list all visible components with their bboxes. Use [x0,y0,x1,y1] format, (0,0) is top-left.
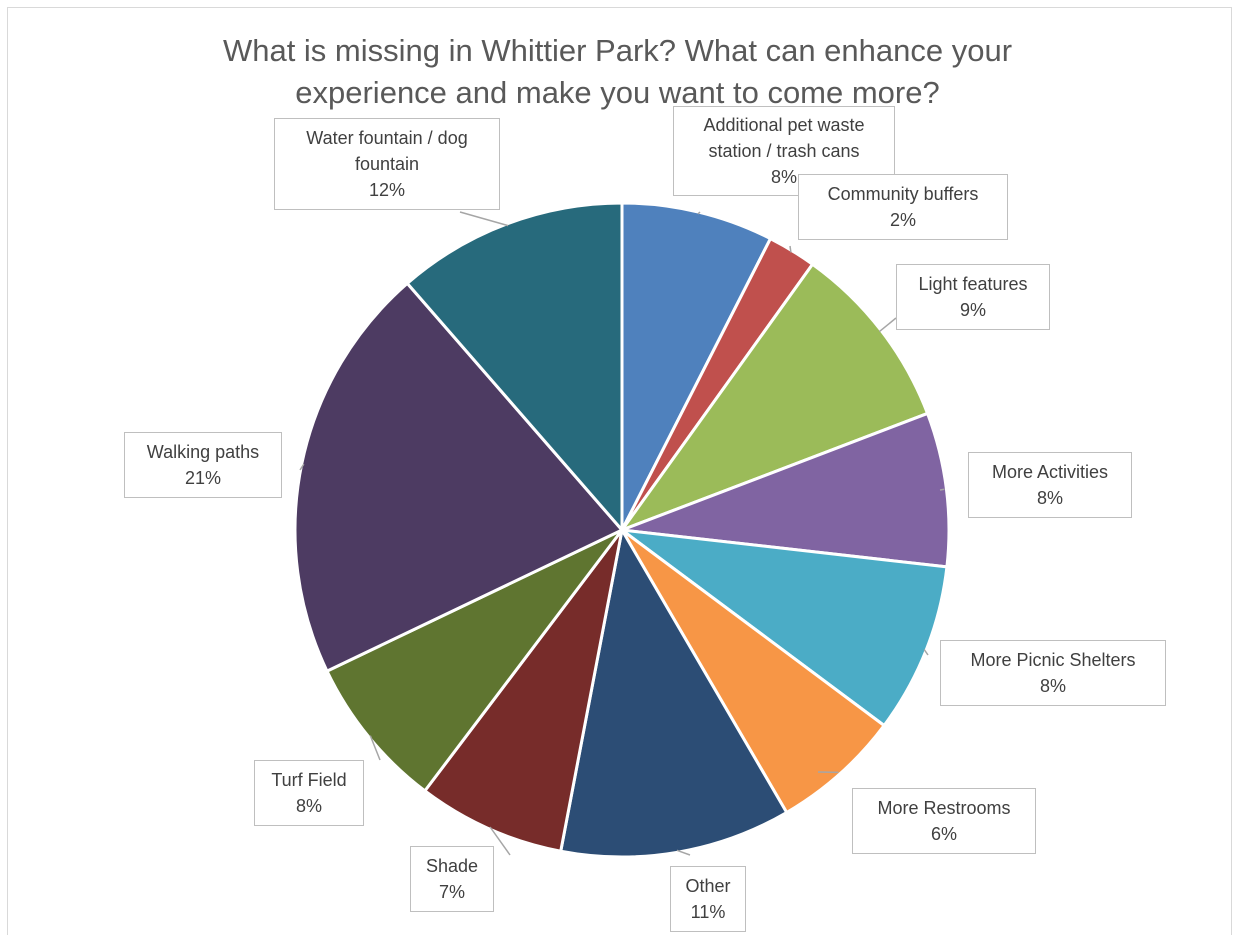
data-label: Community buffers 2% [798,174,1008,240]
data-label-percent: 11% [690,902,726,922]
data-label-category: More Activities [991,462,1109,482]
pie-slice-shade [423,528,624,853]
chart-title-line-1: What is missing in Whittier Park? What c… [222,33,1013,68]
data-label: More Picnic Shelters 8% [940,640,1166,706]
leader-line [697,211,701,215]
data-label-percent: 8% [295,796,322,816]
chart-title: What is missing in Whittier Park? What c… [0,30,1235,114]
data-label-category: Light features [918,274,1028,294]
data-label-category: Additional pet waste [703,115,865,135]
pie-slice-turf-field [325,528,624,793]
pie-slice-other [559,528,789,859]
data-label-percent: 8% [770,167,797,187]
data-label: More Activities 8% [968,452,1132,518]
pie-slice-additional-pet-waste-station-trash-cans [620,201,772,532]
data-label-percent: 12% [368,180,406,200]
data-label-category: fountain [354,154,420,174]
data-label-percent: 7% [438,882,465,902]
data-label: More Restrooms 6% [852,788,1036,854]
data-label: Turf Field 8% [254,760,364,826]
leader-lines [299,211,945,856]
leader-line [489,826,511,856]
leader-line [789,245,792,253]
pie-slice-more-activities [620,411,951,569]
leader-line [299,463,305,471]
chart-title-line-2: experience and make you want to come mor… [295,75,940,110]
leader-line [369,735,381,761]
data-label: Light features 9% [896,264,1050,330]
data-label: Water fountain / dog fountain 12% [274,118,500,210]
chart-area [7,7,1232,935]
leader-line [676,849,691,856]
data-label-percent: 9% [959,300,986,320]
data-label: Shade 7% [410,846,494,912]
pie-slice-more-restrooms [620,528,886,814]
data-label-percent: 6% [930,824,957,844]
data-label-category: Shade [425,856,479,876]
data-label-percent: 21% [184,468,222,488]
data-label: Other 11% [670,866,746,932]
data-label-category: More Restrooms [877,798,1011,818]
data-label-percent: 8% [1039,676,1066,696]
pie-slices [293,201,951,859]
pie-slice-walking-paths [293,281,624,673]
data-label-category: Water fountain / dog [306,128,468,148]
data-label-category: station / trash cans [708,141,860,161]
data-label-category: Walking paths [146,442,260,462]
data-label-percent: 8% [1036,488,1063,508]
data-label-category: More Picnic Shelters [970,650,1136,670]
leader-line [878,317,897,333]
data-label: Walking paths 21% [124,432,282,498]
pie-slice-water-fountain-dog-fountain [405,201,624,532]
leader-line [459,211,509,227]
leader-line [923,649,929,656]
data-label-percent: 2% [889,210,916,230]
leader-line [939,488,945,491]
data-label-category: Turf Field [271,770,347,790]
pie-slice-more-picnic-shelters [620,528,949,728]
data-label-category: Community buffers [827,184,979,204]
data-label-category: Other [685,876,731,896]
